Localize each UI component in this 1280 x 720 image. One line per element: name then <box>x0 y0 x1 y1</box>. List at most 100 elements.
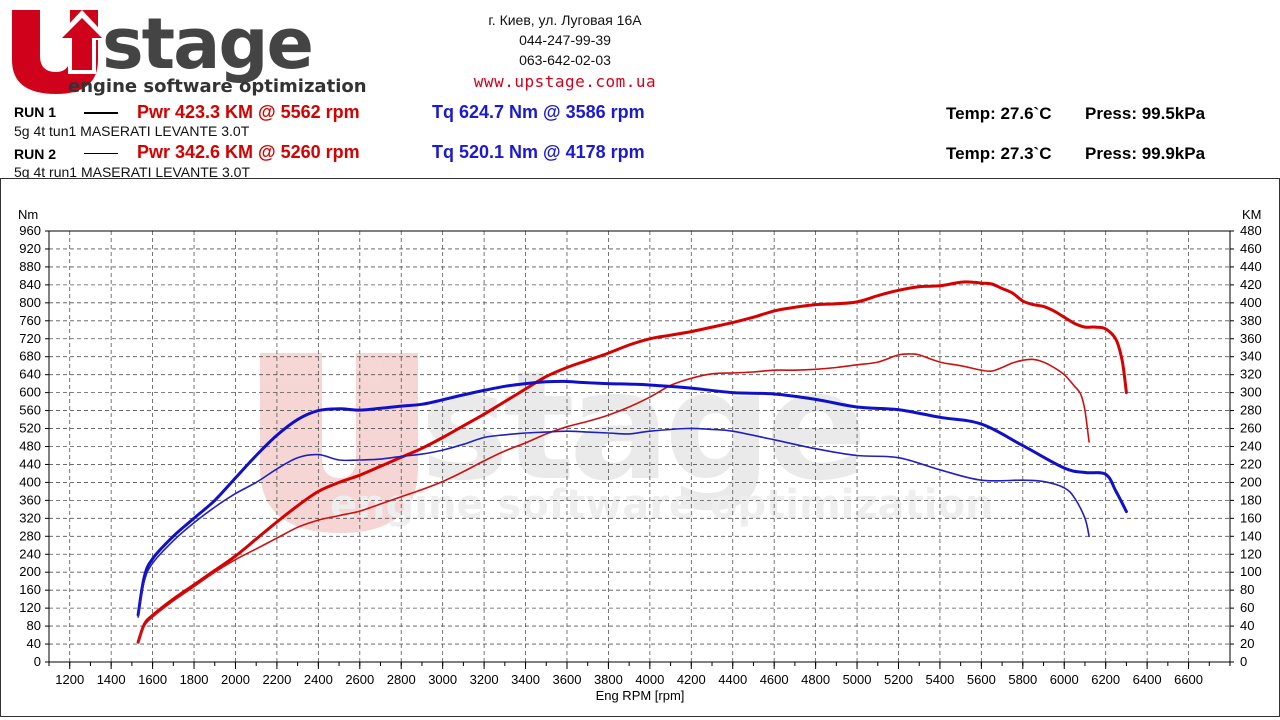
y2-tick-label: 20 <box>1240 636 1254 651</box>
chart-series <box>136 280 1128 644</box>
x-tick-label: 2000 <box>221 672 250 687</box>
x-tick-label: 4800 <box>801 672 830 687</box>
x-tick-label: 2400 <box>304 672 333 687</box>
y-tick-label: 280 <box>19 528 41 543</box>
series-line-run-2-pwr <box>137 353 1090 643</box>
x-tick-label: 1400 <box>97 672 126 687</box>
y2-tick-label: 320 <box>1240 367 1262 382</box>
y2-tick-label: 340 <box>1240 349 1262 364</box>
run2-label: RUN 2 <box>14 146 57 162</box>
svg-text:stage: stage <box>102 4 312 85</box>
svg-text:stage: stage <box>420 340 861 514</box>
y2-tick-label: 220 <box>1240 456 1262 471</box>
y-tick-label: 760 <box>19 313 41 328</box>
x-tick-label: 4400 <box>718 672 747 687</box>
y-tick-label: 120 <box>19 600 41 615</box>
x-tick-label: 4200 <box>677 672 706 687</box>
y2-tick-label: 300 <box>1240 385 1262 400</box>
y2-tick-label: 260 <box>1240 421 1262 436</box>
x-tick-label: 6600 <box>1174 672 1203 687</box>
series-line-run-1-tq <box>136 379 1128 617</box>
y-tick-label: 520 <box>19 421 41 436</box>
x-tick-label: 3400 <box>511 672 540 687</box>
y-tick-label: 840 <box>19 277 41 292</box>
x-tick-label: 6400 <box>1133 672 1162 687</box>
phone-1: 044-247-99-39 <box>519 32 611 48</box>
run2-press: Press: 99.9kPa <box>1085 144 1206 163</box>
x-tick-label: 5200 <box>884 672 913 687</box>
x-tick-label: 2800 <box>387 672 416 687</box>
y-tick-label: 600 <box>19 385 41 400</box>
x-tick-label: 4600 <box>760 672 789 687</box>
y-tick-label: 880 <box>19 259 41 274</box>
x-tick-label: 2200 <box>262 672 291 687</box>
x-tick-label: 1600 <box>138 672 167 687</box>
y2-tick-label: 80 <box>1240 582 1254 597</box>
y-tick-label: 440 <box>19 456 41 471</box>
y2-tick-label: 100 <box>1240 564 1262 579</box>
run1-line-legend <box>84 112 118 114</box>
x-tick-label: 5800 <box>1008 672 1037 687</box>
y-axis-label: Nm <box>18 207 38 222</box>
run1-torque: Tq 624.7 Nm @ 3586 rpm <box>432 102 645 122</box>
x-tick-label: 5400 <box>925 672 954 687</box>
y2-tick-label: 420 <box>1240 277 1262 292</box>
run2-line-legend <box>84 153 118 154</box>
y2-tick-label: 460 <box>1240 241 1262 256</box>
y2-tick-label: 360 <box>1240 331 1262 346</box>
y-tick-label: 80 <box>27 618 41 633</box>
y2-tick-label: 440 <box>1240 259 1262 274</box>
run1-temp: Temp: 27.6`C <box>946 104 1052 123</box>
x-tick-label: 5000 <box>843 672 872 687</box>
x-tick-label: 5600 <box>967 672 996 687</box>
y-tick-label: 680 <box>19 349 41 364</box>
x-tick-label: 6000 <box>1050 672 1079 687</box>
y2-tick-label: 280 <box>1240 403 1262 418</box>
x-tick-label: 3600 <box>553 672 582 687</box>
address: г. Киев, ул. Луговая 16А <box>488 12 642 28</box>
run2-power: Pwr 342.6 KM @ 5260 rpm <box>137 142 360 162</box>
series-line-run-2-tq <box>137 427 1090 618</box>
run2-torque: Tq 520.1 Nm @ 4178 rpm <box>432 142 645 162</box>
y-tick-label: 40 <box>27 636 41 651</box>
x-tick-label: 2600 <box>345 672 374 687</box>
y-tick-label: 200 <box>19 564 41 579</box>
x-tick-label: 3000 <box>428 672 457 687</box>
logo-tagline: engine software optimization <box>68 76 367 96</box>
x-tick-label: 6200 <box>1091 672 1120 687</box>
y-tick-label: 640 <box>19 367 41 382</box>
y-tick-label: 800 <box>19 295 41 310</box>
x-tick-label: 3800 <box>594 672 623 687</box>
y-tick-label: 920 <box>19 241 41 256</box>
y-tick-label: 160 <box>19 582 41 597</box>
chart-axes: 0 0 40 20 80 40 120 60 160 80 200 100 240 120 280 140 32… <box>19 223 1261 687</box>
y2-tick-label: 240 <box>1240 439 1262 454</box>
x-tick-label: 1200 <box>55 672 84 687</box>
y-tick-label: 400 <box>19 474 41 489</box>
y-tick-label: 360 <box>19 492 41 507</box>
y2-tick-label: 480 <box>1240 223 1262 238</box>
y2-tick-label: 60 <box>1240 600 1254 615</box>
dyno-chart: stage engine software optimization 0 0 40 2… <box>0 178 1280 717</box>
run1-press: Press: 99.5kPa <box>1085 104 1206 123</box>
y-tick-label: 480 <box>19 439 41 454</box>
y2-tick-label: 40 <box>1240 618 1254 633</box>
series-line-run-1-pwr <box>136 280 1128 644</box>
run1-description: 5g 4t tun1 MASERATI LEVANTE 3.0T <box>14 123 250 139</box>
phone-2: 063-642-02-03 <box>519 52 611 68</box>
x-tick-label: 1800 <box>180 672 209 687</box>
website-link[interactable]: www.upstage.com.ua <box>473 72 657 91</box>
x-tick-label: 3200 <box>470 672 499 687</box>
run2-temp: Temp: 27.3`C <box>946 144 1052 163</box>
y-tick-label: 560 <box>19 403 41 418</box>
upstage-logo: stage engine software optimization <box>12 4 367 96</box>
run2-description: 5g 4t run1 MASERATI LEVANTE 3.0T <box>14 164 251 180</box>
y-tick-label: 240 <box>19 546 41 561</box>
run1-label: RUN 1 <box>14 104 57 120</box>
y2-tick-label: 120 <box>1240 546 1262 561</box>
svg-text:engine software optimization: engine software optimization <box>330 482 993 528</box>
y2-tick-label: 160 <box>1240 510 1262 525</box>
x-axis-label: Eng RPM [rpm] <box>596 688 685 703</box>
y2-tick-label: 140 <box>1240 528 1262 543</box>
y-tick-label: 960 <box>19 223 41 238</box>
